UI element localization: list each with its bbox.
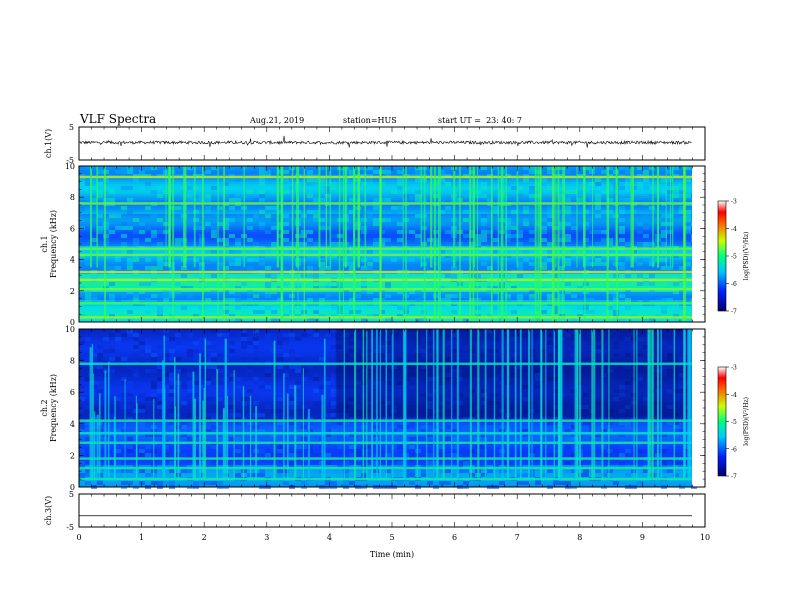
xtick-label: 5 — [389, 533, 394, 542]
ylabel: Frequency (kHz) — [49, 210, 58, 278]
frequency-band — [79, 466, 692, 470]
colorbar-tick-label: -4 — [731, 392, 737, 399]
frequency-band — [79, 362, 692, 365]
channel-label: ch.2 — [40, 399, 49, 416]
xtick-label: 3 — [264, 533, 269, 542]
colorbar-gradient — [717, 200, 727, 312]
channel-label: ch.1 — [40, 235, 49, 252]
frequency-band — [79, 316, 692, 319]
frequency-band — [79, 441, 692, 444]
ytick-label: -5 — [66, 523, 74, 532]
frequency-band — [79, 253, 692, 257]
xtick-label: 7 — [515, 533, 520, 542]
colorbar-label: log(PSD)(V²/Hz) — [743, 397, 750, 446]
ytick-label: 5 — [69, 490, 74, 499]
ch1-waveform-panel: 5 -5 ch.1(V) — [44, 123, 706, 165]
xtick-label: 6 — [452, 533, 457, 542]
ytick-label: 4 — [70, 420, 75, 429]
ch1-spectrogram-panel: 0 2 4 6 8 10 ch.1 Frequency (kHz) — [40, 162, 706, 327]
time-axis: 0 1 2 3 4 5 6 7 8 9 10 Time (min) — [76, 533, 710, 559]
ch2-spectrogram-image — [79, 329, 697, 489]
frequency-band — [79, 432, 692, 435]
frequency-band — [79, 247, 692, 250]
xtick-label: 2 — [202, 533, 207, 542]
frequency-band — [79, 302, 692, 305]
xtick-label: 0 — [76, 533, 81, 542]
colorbar-tick-label: -5 — [731, 419, 737, 426]
colorbar-gradient — [717, 366, 727, 477]
colorbar-tick-label: -6 — [731, 446, 737, 453]
ytick-label: 2 — [70, 287, 75, 296]
ytick-label: 0 — [70, 318, 75, 327]
figure-title: VLF Spectra — [79, 112, 156, 126]
xlabel: Time (min) — [370, 550, 414, 559]
station-label: station=HUS — [343, 116, 397, 125]
frequency-band — [79, 457, 692, 460]
ytick-label: 10 — [65, 162, 75, 171]
colorbar-tick-label: -5 — [731, 254, 737, 261]
ylabel: Frequency (kHz) — [49, 374, 58, 442]
frequency-band — [79, 477, 692, 481]
xtick-label: 8 — [577, 533, 582, 542]
frequency-band — [79, 202, 692, 205]
frequency-band — [79, 288, 692, 291]
colorbar-tick-label: -7 — [731, 309, 737, 316]
ylabel: ch.1(V) — [44, 129, 53, 158]
xtick-label: 9 — [640, 533, 645, 542]
ytick-label: 4 — [70, 256, 75, 265]
colorbar-tick-label: -7 — [731, 474, 737, 481]
start-ut-label: start UT = 23: 40: 7 — [438, 116, 522, 125]
ch2-colorbar: -3 -4 -5 -6 -7 log(PSD)(V²/Hz) — [717, 365, 750, 481]
frequency-band — [79, 270, 692, 274]
colorbar-tick-label: -3 — [731, 199, 737, 206]
xtick-label: 1 — [139, 533, 144, 542]
ytick-label: 8 — [70, 193, 75, 202]
colorbar-tick-label: -4 — [731, 226, 737, 233]
ch1-spectrogram-image — [79, 166, 697, 323]
ch1-waveform-trace — [78, 135, 692, 148]
frequency-band — [79, 419, 692, 422]
ch3-waveform-panel: 5 -5 ch.3(V) — [44, 490, 706, 532]
frequency-band — [79, 278, 692, 282]
ytick-label: 6 — [70, 388, 75, 397]
ytick-label: 5 — [69, 123, 74, 132]
ytick-label: -5 — [66, 156, 74, 165]
date-label: Aug.21, 2019 — [249, 116, 304, 125]
xtick-label: 10 — [700, 533, 710, 542]
ch1-colorbar: -3 -4 -5 -6 -7 log(PSD)(V²/Hz) — [717, 199, 750, 316]
ytick-label: 10 — [65, 325, 75, 334]
ch2-spectrogram-panel: 0 2 4 6 8 10 ch.2 Frequency (kHz) — [40, 325, 706, 492]
frequency-band — [79, 175, 692, 179]
ylabel: ch.3(V) — [44, 496, 53, 525]
colorbar-tick-label: -6 — [731, 281, 737, 288]
ytick-label: 0 — [70, 483, 75, 492]
xtick-label: 4 — [327, 533, 332, 542]
ytick-label: 8 — [70, 357, 75, 366]
ytick-label: 6 — [70, 224, 75, 233]
colorbar-tick-label: -3 — [731, 365, 737, 372]
colorbar-label: log(PSD)(V²/Hz) — [743, 232, 750, 281]
ytick-label: 2 — [70, 451, 75, 460]
